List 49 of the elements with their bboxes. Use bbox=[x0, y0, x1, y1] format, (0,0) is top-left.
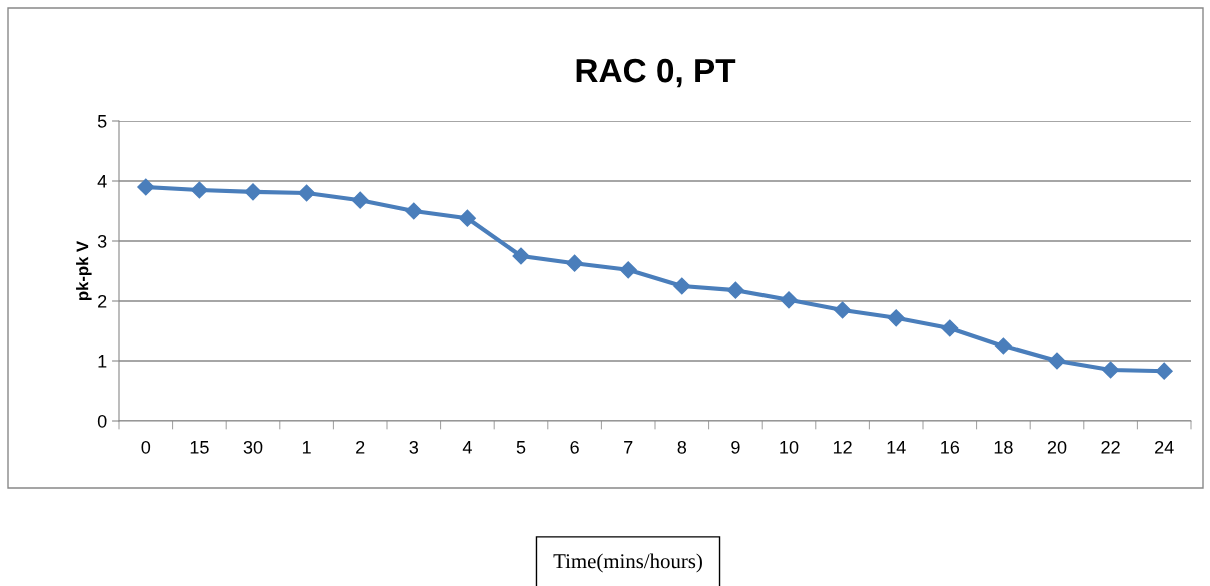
x-tick-label: 0 bbox=[141, 440, 151, 454]
point bbox=[726, 281, 744, 299]
y-tick-label: 4 bbox=[97, 175, 107, 188]
point bbox=[1048, 352, 1066, 370]
point bbox=[673, 277, 691, 295]
point bbox=[941, 319, 959, 337]
x-tick-label: 1 bbox=[302, 441, 311, 454]
point bbox=[1102, 361, 1120, 379]
x-tick-label: 4 bbox=[462, 441, 472, 454]
point bbox=[458, 209, 476, 227]
point bbox=[351, 191, 369, 209]
y-tick-label: 5 bbox=[97, 115, 107, 128]
point bbox=[780, 291, 798, 309]
x-tick-label: 8 bbox=[677, 440, 687, 454]
y-tick-label: 3 bbox=[97, 234, 107, 248]
point bbox=[405, 202, 423, 220]
point bbox=[834, 301, 852, 319]
x-tick-label: 5 bbox=[516, 441, 526, 454]
x-tick-label: 18 bbox=[994, 440, 1013, 454]
y-tick-label: 2 bbox=[98, 294, 107, 308]
point bbox=[298, 184, 316, 202]
chart-title: RAC 0, PT bbox=[576, 58, 736, 88]
x-tick-label: 24 bbox=[1155, 440, 1174, 454]
point bbox=[1155, 362, 1173, 380]
x-axis-title: Time(mins/hours) bbox=[553, 553, 702, 573]
x-tick-label: 2 bbox=[356, 440, 365, 454]
point bbox=[137, 178, 155, 196]
point bbox=[887, 309, 905, 327]
x-tick-label: 16 bbox=[941, 440, 960, 454]
x-tick-label: 12 bbox=[833, 440, 852, 454]
x-tick-label: 22 bbox=[1101, 440, 1120, 454]
x-tick-label: 30 bbox=[243, 440, 263, 454]
x-tick-label: 3 bbox=[409, 440, 419, 454]
point bbox=[244, 183, 262, 201]
x-tick-label: 9 bbox=[731, 440, 740, 454]
x-tick-label: 20 bbox=[1047, 440, 1067, 454]
y-tick-label: 0 bbox=[97, 414, 107, 428]
x-tick-label: 7 bbox=[624, 441, 633, 454]
y-axis-title: pk-pk V bbox=[76, 241, 92, 300]
y-tick-label: 1 bbox=[98, 355, 107, 368]
point bbox=[566, 254, 584, 272]
point bbox=[994, 337, 1012, 355]
point bbox=[190, 181, 208, 199]
point bbox=[512, 247, 530, 265]
x-tick-label: 15 bbox=[190, 441, 209, 454]
point bbox=[619, 261, 637, 279]
x-tick-label: 14 bbox=[887, 441, 906, 454]
x-tick-label: 6 bbox=[570, 440, 579, 454]
x-tick-label: 10 bbox=[780, 440, 799, 454]
